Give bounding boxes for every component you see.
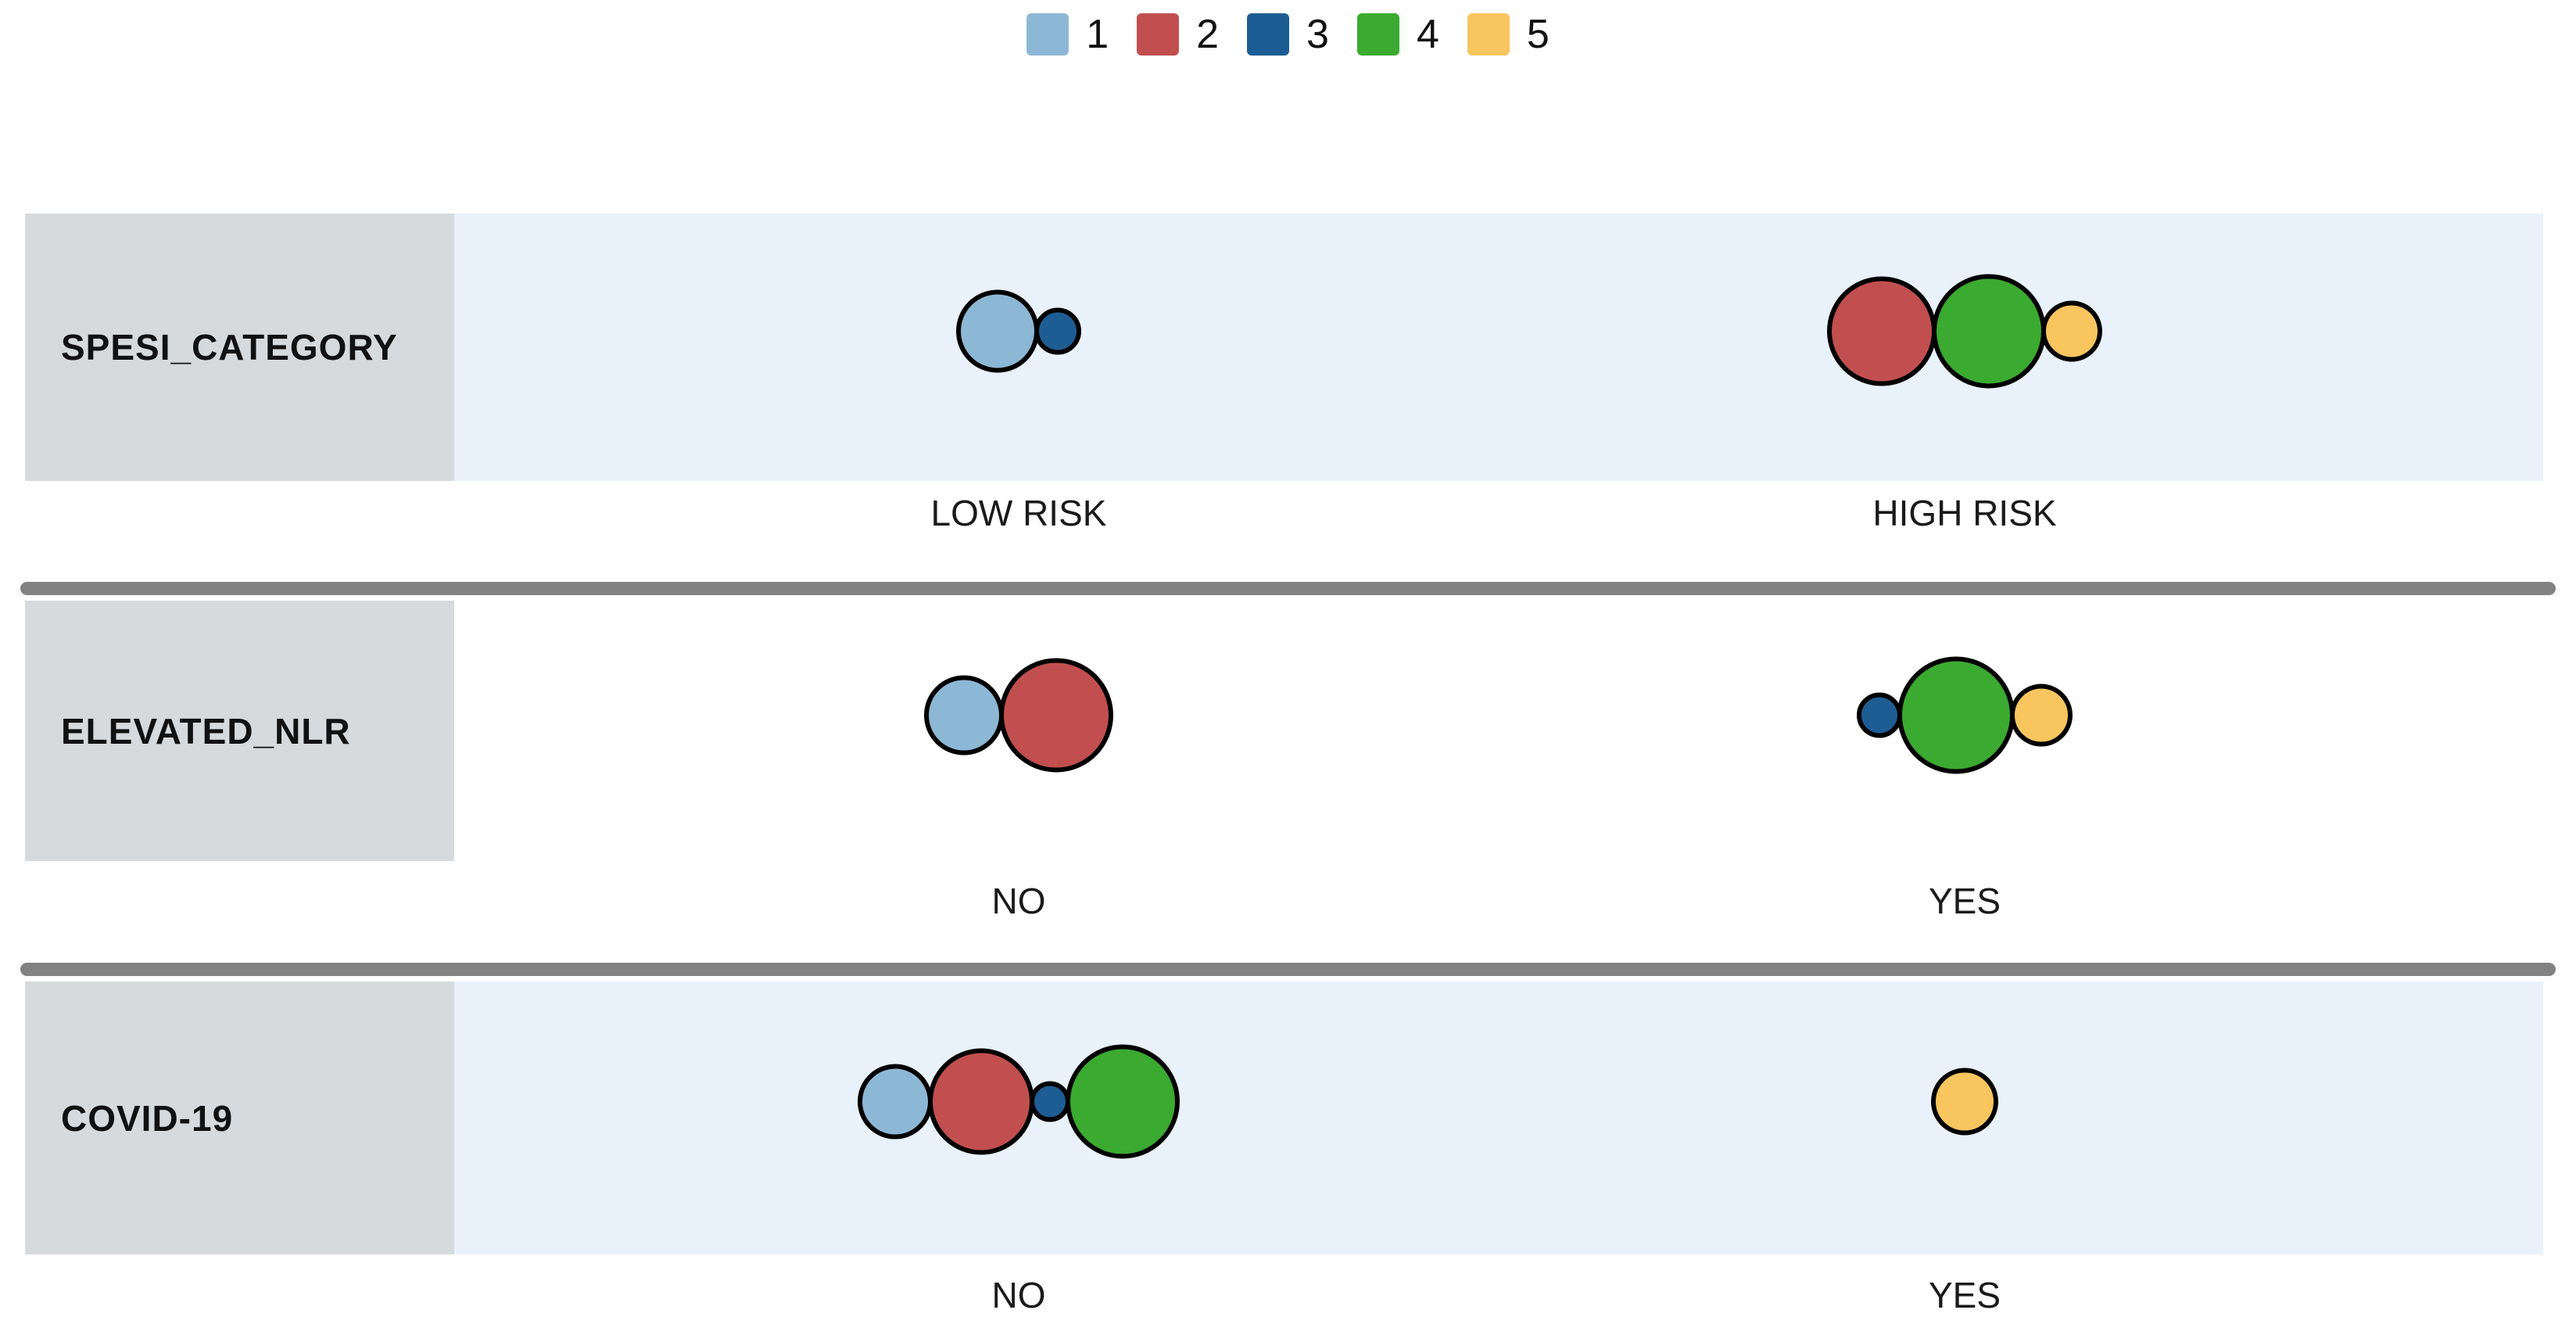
legend-label: 4 — [1416, 12, 1439, 57]
bubble-cluster-1 — [956, 289, 1039, 373]
category-label-covid-19-1: YES — [1928, 1275, 2001, 1315]
row-separator-2 — [20, 963, 2556, 976]
category-label-elevated_nlr-0: NO — [991, 881, 1046, 921]
category-label-spesi_category-0: LOW RISK — [930, 493, 1107, 533]
row-label-elevated_nlr: ELEVATED_NLR — [25, 601, 454, 861]
bubble-cluster-4 — [1066, 1044, 1180, 1159]
bubble-cluster-3 — [1030, 1081, 1070, 1122]
bubble-cluster-2 — [928, 1048, 1034, 1155]
legend-label: 2 — [1196, 12, 1220, 57]
bubble-layer-covid-19 — [858, 1044, 1998, 1159]
legend-item-cluster-4: 4 — [1356, 11, 1439, 58]
legend-item-cluster-1: 1 — [1026, 11, 1109, 58]
category-label-elevated_nlr-1: YES — [1928, 881, 2001, 921]
legend-item-cluster-5: 5 — [1467, 11, 1550, 58]
row-band-elevated_nlr — [454, 601, 2543, 861]
bubble-cluster-5 — [2041, 300, 2102, 362]
row-band-spesi_category — [454, 214, 2543, 481]
legend-swatch-icon — [1026, 13, 1069, 56]
row-separator-1 — [20, 582, 2556, 595]
bubble-layer-elevated_nlr — [924, 656, 2073, 774]
bubble-layer-spesi_category — [956, 274, 2102, 389]
row-band-covid-19 — [454, 982, 2543, 1254]
bubble-cluster-2 — [1827, 276, 1936, 386]
bubble-cluster-3 — [1857, 692, 1902, 738]
legend-swatch-icon — [1247, 13, 1290, 56]
bubble-cluster-5 — [2010, 684, 2073, 747]
legend-label: 3 — [1306, 12, 1329, 57]
legend-swatch-icon — [1356, 13, 1399, 56]
bubble-cluster-4 — [1897, 656, 2015, 774]
legend-item-cluster-3: 3 — [1247, 11, 1329, 58]
category-label-spesi_category-1: HIGH RISK — [1872, 493, 2057, 533]
bubble-cluster-2 — [999, 658, 1113, 773]
legend-swatch-icon — [1467, 13, 1510, 56]
cluster-legend: 1 2 3 4 5 — [0, 11, 2576, 58]
bubble-cluster-3 — [1034, 307, 1081, 355]
legend-label: 1 — [1086, 12, 1109, 57]
legend-swatch-icon — [1137, 13, 1180, 56]
bubble-cluster-1 — [924, 675, 1004, 755]
bubble-cluster-5 — [1931, 1068, 1998, 1136]
bubble-cluster-4 — [1932, 274, 2046, 389]
bubble-cluster-1 — [858, 1064, 933, 1139]
row-label-covid-19: COVID-19 — [25, 982, 454, 1254]
category-label-covid-19-0: NO — [991, 1275, 1046, 1315]
legend-item-cluster-2: 2 — [1137, 11, 1219, 58]
row-label-spesi_category: SPESI_CATEGORY — [25, 214, 454, 481]
legend-label: 5 — [1526, 12, 1550, 57]
